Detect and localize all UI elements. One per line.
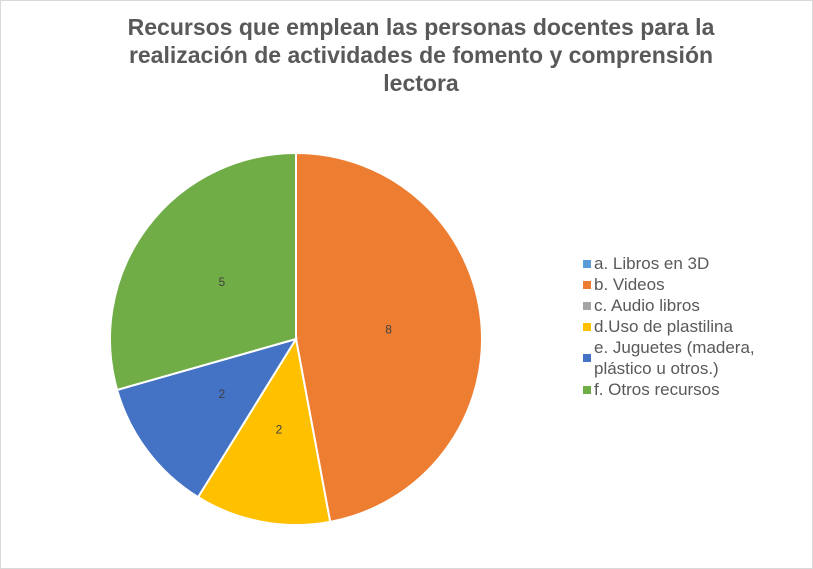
legend-label: a. Libros en 3D xyxy=(594,254,710,273)
legend-label: d.Uso de plastilina xyxy=(594,317,733,336)
pie-slice xyxy=(115,337,299,499)
legend-swatch xyxy=(583,301,591,310)
legend-item: b. Videos xyxy=(583,274,811,295)
legend-item: c. Audio libros xyxy=(583,295,811,316)
legend-item: a. Libros en 3D xyxy=(583,253,811,274)
legend-label: e. Juguetes (madera, plástico u otros.) xyxy=(594,338,755,378)
legend-item: e. Juguetes (madera, plástico u otros.) xyxy=(583,337,811,379)
chart-title: Recursos que emplean las personas docent… xyxy=(127,14,715,96)
legend-swatch xyxy=(583,385,591,394)
pie-slice xyxy=(109,151,297,392)
legend-label: f. Otros recursos xyxy=(594,380,720,399)
data-label: 2 xyxy=(218,387,225,401)
legend-swatch xyxy=(583,354,591,362)
data-label: 2 xyxy=(276,423,283,437)
data-label: 8 xyxy=(385,323,392,337)
legend-item: d.Uso de plastilina xyxy=(583,316,811,337)
legend-swatch xyxy=(583,259,591,268)
legend-swatch xyxy=(583,322,591,331)
legend-item: f. Otros recursos xyxy=(583,379,811,400)
legend-label: b. Videos xyxy=(594,275,665,294)
legend-label: c. Audio libros xyxy=(594,296,700,315)
pie-slice xyxy=(295,151,483,524)
legend-swatch xyxy=(583,280,591,289)
data-label: 5 xyxy=(218,275,225,289)
pie-slice xyxy=(196,336,332,526)
legend: a. Libros en 3D b. Videos c. Audio libros d… xyxy=(583,253,811,400)
